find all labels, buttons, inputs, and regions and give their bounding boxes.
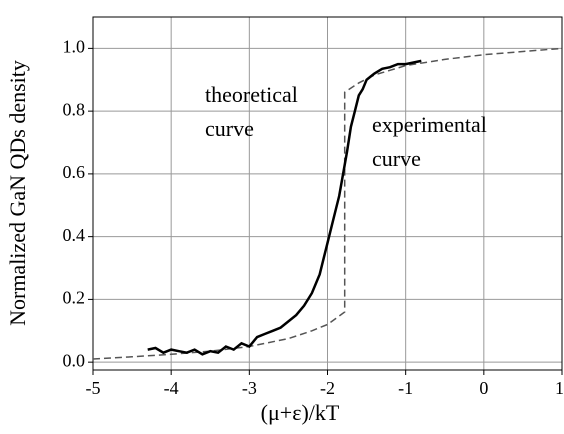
x-axis-label: (μ+ε)/kT (261, 400, 340, 425)
y-tick-label: 0.6 (63, 162, 86, 182)
y-tick-label: 0.8 (63, 99, 86, 119)
plot-frame (92, 16, 563, 371)
y-tick-label: 0.0 (63, 350, 86, 370)
annotation: curve (372, 146, 421, 171)
annotation: curve (205, 116, 254, 141)
x-tick-label: -1 (398, 378, 413, 398)
x-tick-label: 0 (479, 378, 488, 398)
x-tick-label: -5 (86, 378, 101, 398)
y-tick-label: 0.4 (63, 225, 86, 245)
data-line (147, 59, 422, 356)
y-tick-label: 0.2 (63, 288, 86, 308)
annotation: experimental (372, 112, 487, 137)
data-line (92, 47, 563, 360)
annotation: theoretical (205, 82, 298, 107)
x-tick-label: 1 (555, 378, 564, 398)
y-tick-label: 1.0 (63, 37, 86, 57)
x-tick-label: -3 (242, 378, 257, 398)
x-tick-label: -2 (320, 378, 335, 398)
y-axis-label: Normalized GaN QDs density (5, 60, 30, 326)
x-tick-label: -4 (164, 378, 179, 398)
